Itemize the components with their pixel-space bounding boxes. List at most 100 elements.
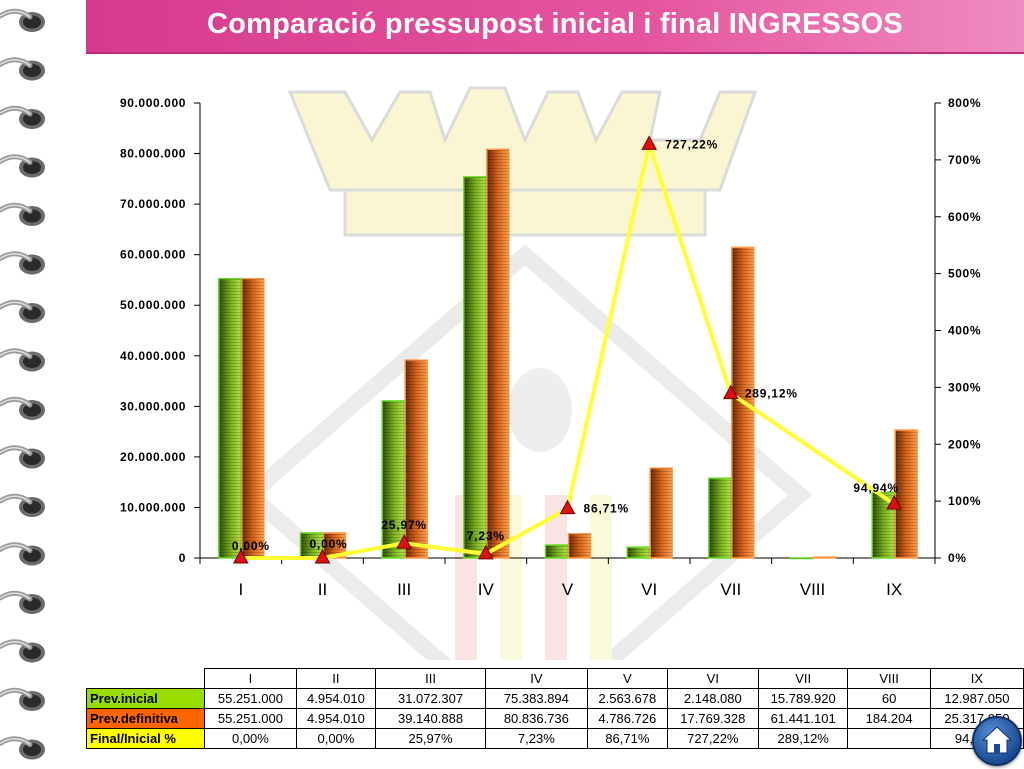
table-header-cell: VIII <box>847 668 931 689</box>
table-cell: 31.072.307 <box>375 688 486 709</box>
table-cell: 75.383.894 <box>484 688 588 709</box>
table-header-cell: IV <box>484 668 588 689</box>
x-tick-label: VIII <box>800 580 826 599</box>
right-tick-label: 200% <box>948 437 981 451</box>
bar-prev-definitiva <box>322 532 347 559</box>
bar-prev-inicial <box>299 532 324 559</box>
left-tick-label: 90.000.000 <box>120 96 186 110</box>
bar-prev-inicial <box>544 544 569 559</box>
bar-prev-inicial <box>463 176 487 559</box>
table-cell: 39.140.888 <box>375 708 486 729</box>
x-tick-label: I <box>238 580 243 599</box>
table-cell: 2.148.080 <box>666 688 759 709</box>
table-header-row: I II III IV V VI VII VIII IX <box>87 668 1024 689</box>
ratio-data-label: 25,97% <box>381 518 427 532</box>
budget-comparison-chart: 0 10.000.000 20.000.000 30.000.000 40.000.00… <box>120 86 981 660</box>
table-cell: 55.251.000 <box>204 688 297 709</box>
binder-ring-icon <box>0 493 45 517</box>
left-tick-label: 50.000.000 <box>120 298 186 312</box>
bar-prev-definitiva <box>486 148 510 559</box>
table-cell: 7,23% <box>484 728 588 749</box>
table-cell: 4.786.726 <box>586 708 668 729</box>
left-tick-label: 20.000.000 <box>120 450 186 464</box>
binder-ring-icon <box>0 687 45 711</box>
right-tick-label: 100% <box>948 494 981 508</box>
ratio-marker <box>559 499 576 515</box>
x-tick-label: VII <box>720 580 741 599</box>
table-cell: 17.769.328 <box>666 708 759 729</box>
binder-ring-icon <box>0 736 45 760</box>
ratio-marker <box>314 548 331 564</box>
left-tick-label: 40.000.000 <box>120 349 186 363</box>
left-tick-label: 30.000.000 <box>120 399 186 413</box>
table-cell: 12.987.050 <box>929 688 1024 709</box>
table-header-cell: VI <box>666 668 759 689</box>
ratio-line <box>240 136 896 560</box>
binder-ring-icon <box>0 154 45 178</box>
ratio-marker <box>477 544 494 560</box>
table-cell: 15.789.920 <box>757 688 849 709</box>
home-button[interactable] <box>972 716 1022 766</box>
table-cell: 289,12% <box>757 728 849 749</box>
binder-ring-icon <box>0 639 45 663</box>
binder-ring-icon <box>0 542 45 566</box>
coat-of-arms-watermark <box>237 86 813 660</box>
ratio-data-label: 0,00% <box>232 539 270 553</box>
binder-ring-icon <box>0 590 45 614</box>
x-tick-label: IX <box>886 580 902 599</box>
table-row: Prev.inicial 55.251.000 4.954.010 31.072.30… <box>85 688 1024 709</box>
page-title: Comparació pressupost inicial i final IN… <box>207 8 903 40</box>
table-corner <box>87 669 205 689</box>
right-tick-label: 500% <box>948 267 981 281</box>
bar-prev-definitiva <box>894 429 918 559</box>
table-cell: 61.441.101 <box>757 708 849 729</box>
table-cell: 4.954.010 <box>295 708 377 729</box>
x-tick-label: IV <box>478 580 495 599</box>
table-cell: 0,00% <box>295 728 377 749</box>
ratio-data-label: 289,12% <box>745 387 798 401</box>
title-banner: Comparació pressupost inicial i final IN… <box>86 0 1024 54</box>
bar-prev-inicial <box>626 546 650 559</box>
bar-prev-definitiva <box>649 467 673 559</box>
table-header-cell: III <box>375 668 486 689</box>
table-header-cell: V <box>586 668 668 689</box>
binder-ring-icon <box>0 396 45 420</box>
right-tick-label: 800% <box>948 96 981 110</box>
binder-ring-icon <box>0 8 45 32</box>
right-tick-label: 700% <box>948 153 981 167</box>
data-table: I II III IV V VI VII VIII IX Prev.inicial 55.251.0… <box>85 668 1024 749</box>
table-cell: 60 <box>847 688 931 709</box>
ratio-data-label: 86,71% <box>584 502 630 516</box>
x-tick-label: V <box>562 580 574 599</box>
left-tick-label: 70.000.000 <box>120 197 186 211</box>
table-header-cell: II <box>295 668 377 689</box>
bar-prev-definitiva <box>812 556 837 559</box>
left-tick-label: 60.000.000 <box>120 248 186 262</box>
bar-prev-inicial <box>708 477 732 559</box>
right-tick-label: 600% <box>948 210 981 224</box>
x-tick-label: III <box>397 580 411 599</box>
table-cell: 184.204 <box>847 708 931 729</box>
ratio-marker <box>396 534 413 549</box>
ratio-marker <box>886 494 903 510</box>
left-tick-label: 10.000.000 <box>120 500 186 514</box>
table-header-cell: IX <box>929 668 1024 689</box>
right-tick-label: 400% <box>948 324 981 338</box>
ratio-marker <box>232 548 249 564</box>
left-tick-label: 0 <box>179 551 186 565</box>
bar-prev-definitiva <box>404 359 428 559</box>
table-row-label: Prev.inicial <box>85 688 206 709</box>
bar-prev-inicial <box>789 557 814 560</box>
bar-prev-inicial <box>218 277 242 559</box>
table-cell: 55.251.000 <box>204 708 297 729</box>
binder-ring-icon <box>0 251 45 275</box>
ratio-data-label: 7,23% <box>467 529 505 543</box>
binder-ring-icon <box>0 202 45 226</box>
table-row: Prev.definitiva 55.251.000 4.954.010 39.140… <box>85 708 1024 729</box>
ratio-marker <box>641 135 658 150</box>
binder-rings <box>0 8 45 760</box>
binder-ring-icon <box>0 445 45 469</box>
right-tick-label: 300% <box>948 380 981 394</box>
home-icon <box>981 726 1013 754</box>
bar-prev-definitiva <box>241 277 265 559</box>
